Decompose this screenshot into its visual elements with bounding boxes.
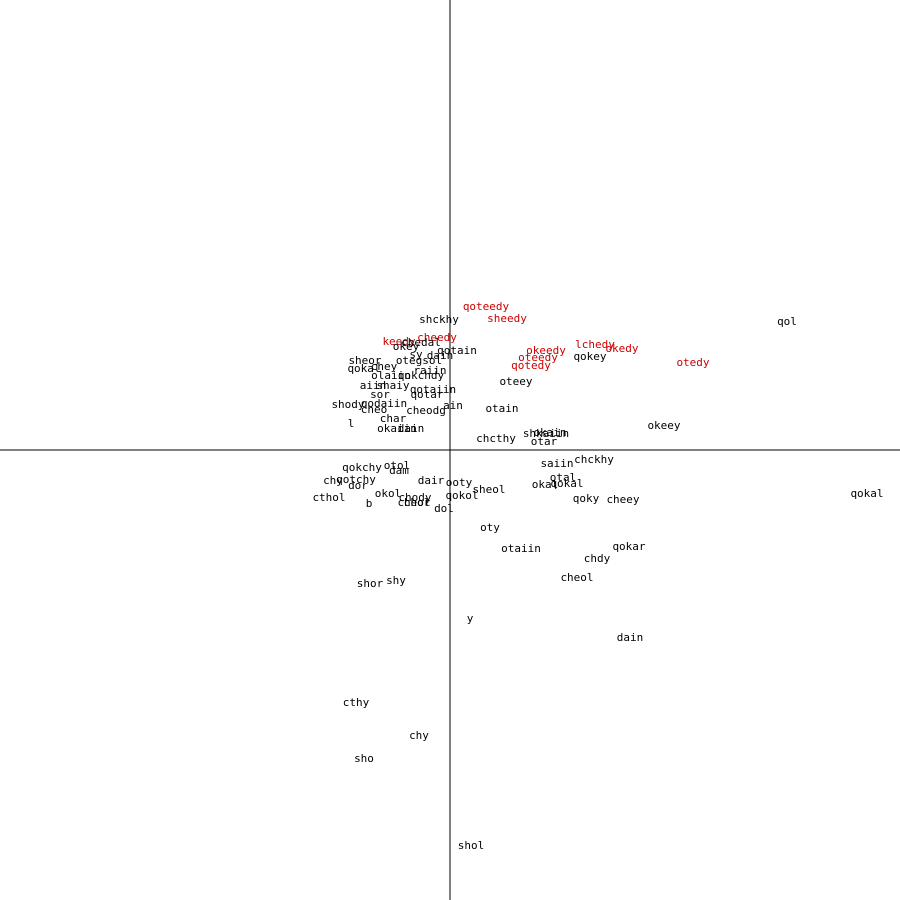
point-label: sho (354, 752, 374, 765)
point-label: cheey (606, 493, 639, 506)
point-label: qodaiin (361, 397, 407, 410)
point-label: otedy (676, 356, 709, 369)
point-label: dain (617, 631, 644, 644)
point-label: lchedy (575, 338, 615, 351)
point-label: qokal (550, 477, 583, 490)
point-label: chedal (401, 336, 441, 349)
point-label: otal (550, 471, 577, 484)
point-label: okedy (605, 342, 638, 355)
point-label: chcthy (476, 432, 516, 445)
point-label: cthy (343, 696, 370, 709)
point-label: l (348, 417, 355, 430)
point-label: cheol (560, 571, 593, 584)
point-label: qokal (347, 362, 380, 375)
point-label: olaiin (371, 369, 411, 382)
point-label: keedy (382, 335, 415, 348)
point-label: okeedy (526, 344, 566, 357)
point-label: dol (434, 502, 454, 515)
point-label: dain (427, 349, 454, 362)
point-label: raiin (413, 364, 446, 377)
point-label: chey (371, 360, 398, 373)
point-label: qol (777, 315, 797, 328)
point-label: shckhy (419, 313, 459, 326)
point-label: dor (348, 479, 368, 492)
point-label: cheol (397, 496, 430, 509)
point-label: qotedy (511, 359, 551, 372)
point-label: aiin (360, 379, 387, 392)
point-label: cthol (312, 491, 345, 504)
point-label: qokal (850, 487, 883, 500)
point-label: okal (532, 478, 559, 491)
point-label: otegsol (396, 354, 442, 367)
point-label: qoky (573, 492, 600, 505)
point-label: b (366, 497, 373, 510)
point-label: qokar (612, 540, 645, 553)
point-label: qotain (437, 344, 477, 357)
point-label: shody (331, 398, 364, 411)
point-label: shaiy (376, 379, 409, 392)
point-label: okey (393, 340, 420, 353)
point-label: qokchdy (398, 369, 445, 382)
point-label: qotchy (336, 473, 376, 486)
point-label: otain (485, 402, 518, 415)
point-label: chckhy (574, 453, 614, 466)
point-label: saiin (540, 457, 573, 470)
point-label: qokey (573, 350, 606, 363)
point-label: char (380, 412, 407, 425)
point-label: otaiin (501, 542, 541, 555)
point-label: qokchy (342, 461, 382, 474)
point-label: cheo (361, 403, 388, 416)
point-label: okol (375, 487, 402, 500)
point-label: qotar (410, 388, 443, 401)
point-label: shkaiin (523, 427, 569, 440)
point-label: qoteedy (463, 300, 510, 313)
point-label: oteedy (518, 351, 558, 364)
point-label: cheodg (406, 404, 446, 417)
point-label: dam (389, 464, 409, 477)
point-label: sheor (348, 354, 381, 367)
point-label: ain (443, 399, 463, 412)
point-label: dair (418, 474, 445, 487)
point-label: chody (398, 491, 431, 504)
point-label: sor (370, 388, 390, 401)
point-label: shy (386, 574, 406, 587)
point-label: oteey (499, 375, 532, 388)
point-label: dain (398, 422, 425, 435)
point-label: sheedy (487, 312, 527, 325)
point-label: chor (404, 496, 431, 509)
point-label: y (467, 612, 474, 625)
point-label: cheedy (417, 331, 457, 344)
point-label: qokol (445, 489, 478, 502)
point-label: okeey (647, 419, 680, 432)
point-label: ooty (446, 476, 473, 489)
point-label: chdy (584, 552, 611, 565)
point-label: qotaiin (410, 383, 456, 396)
point-label: okain (533, 426, 566, 439)
point-label: chy (323, 474, 343, 487)
point-label: sy (409, 348, 423, 361)
point-label: chy (409, 729, 429, 742)
point-label: okaiin (377, 422, 417, 435)
point-label: shor (357, 577, 384, 590)
point-label: otar (531, 435, 558, 448)
point-label: otol (384, 459, 411, 472)
point-label: shol (458, 839, 485, 852)
point-label: sheol (472, 483, 505, 496)
point-label: oty (480, 521, 500, 534)
